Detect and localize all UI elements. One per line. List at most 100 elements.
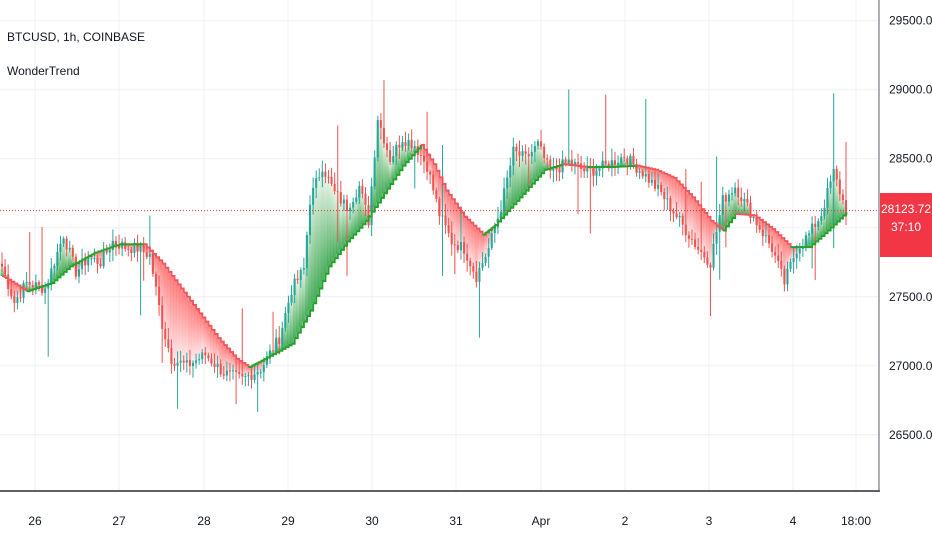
candle-body xyxy=(38,282,40,284)
trend-segment xyxy=(104,248,107,249)
candle-body xyxy=(140,245,142,251)
trend-fill-bar xyxy=(296,280,299,333)
candle-body xyxy=(731,193,733,194)
candle-body xyxy=(324,172,326,177)
candle-body xyxy=(377,120,379,157)
candle-body xyxy=(448,225,450,233)
candle-body xyxy=(35,282,37,287)
y-tick-29500: 29500.00 xyxy=(889,14,932,28)
candle-body xyxy=(315,178,317,188)
indicator-label[interactable]: WonderTrend xyxy=(7,64,145,79)
candle-body xyxy=(753,217,755,218)
trend-segment xyxy=(637,166,640,167)
candle-body xyxy=(700,250,702,252)
candle-body xyxy=(405,142,407,146)
x-tick-18:00: 18:00 xyxy=(841,514,871,528)
candle-body xyxy=(232,370,234,371)
trend-fill-bar xyxy=(185,297,188,360)
trend-fill-bar xyxy=(176,284,179,362)
candles xyxy=(1,80,847,412)
candle-body xyxy=(241,374,243,377)
candle-body xyxy=(334,184,336,191)
candle-body xyxy=(716,232,718,244)
candle-body xyxy=(149,254,151,257)
candle-body xyxy=(340,192,342,203)
candle-body xyxy=(746,199,748,203)
x-tick-2: 2 xyxy=(622,514,629,528)
trend-fill-bar xyxy=(382,143,385,193)
candle-body xyxy=(207,355,209,358)
candle-body xyxy=(531,152,533,156)
candle-body xyxy=(648,174,650,183)
candle-body xyxy=(198,359,200,360)
candle-body xyxy=(478,268,480,282)
candle-body xyxy=(423,156,425,162)
candle-body xyxy=(691,239,693,240)
candle-body xyxy=(617,163,619,165)
candle-body xyxy=(485,257,487,263)
trend-fill-bar xyxy=(709,221,712,268)
candle-body xyxy=(669,198,671,211)
candle-body xyxy=(506,177,508,188)
candle-body xyxy=(823,208,825,216)
trend-fill-bar xyxy=(195,309,198,360)
x-tick-28: 28 xyxy=(197,514,211,528)
candle-body xyxy=(706,257,708,264)
candle-body xyxy=(272,350,274,351)
candle-body xyxy=(512,147,514,166)
candle-body xyxy=(260,372,262,373)
candle-body xyxy=(60,244,62,252)
candle-body xyxy=(528,154,530,156)
last-price-value: 28123.72 xyxy=(880,202,932,216)
candle-body xyxy=(451,233,453,245)
candle-body xyxy=(780,261,782,269)
candle-body xyxy=(518,151,520,155)
candle-body xyxy=(96,258,98,264)
candle-body xyxy=(192,363,194,366)
candle-body xyxy=(725,195,727,201)
candle-body xyxy=(728,194,730,201)
candle-body xyxy=(358,186,360,198)
candle-body xyxy=(374,157,376,186)
candle-body xyxy=(352,202,354,208)
trend-segment xyxy=(30,289,33,290)
trend-segment xyxy=(649,168,652,169)
candle-body xyxy=(183,361,185,363)
candle-body xyxy=(827,188,829,208)
candle-body xyxy=(534,146,536,152)
candle-body xyxy=(69,248,71,250)
candle-body xyxy=(13,296,15,302)
candle-body xyxy=(786,269,788,285)
candle-body xyxy=(472,266,474,271)
candle-body xyxy=(777,255,779,260)
candle-body xyxy=(438,199,440,216)
candle-body xyxy=(195,360,197,363)
trend-fill-bar xyxy=(484,232,487,257)
trend-fill-bar xyxy=(321,172,324,282)
y-tick-29000: 29000.00 xyxy=(889,83,932,97)
y-tick-28500: 28500.00 xyxy=(889,152,932,166)
candle-body xyxy=(830,181,832,188)
symbol-label[interactable]: BTCUSD, 1h, COINBASE xyxy=(7,30,145,45)
candle-body xyxy=(688,235,690,239)
candle-body xyxy=(817,221,819,227)
trend-fill-bar xyxy=(327,177,330,267)
candle-body xyxy=(368,205,370,225)
candle-body xyxy=(592,169,594,176)
candle-body xyxy=(509,166,511,178)
candle-body xyxy=(435,190,437,199)
trend-segment xyxy=(547,168,550,169)
candle-body xyxy=(793,258,795,262)
trend-segment xyxy=(101,249,104,250)
candle-body xyxy=(651,180,653,183)
trend-segment xyxy=(5,278,8,280)
candle-body xyxy=(328,177,330,178)
candle-body xyxy=(540,141,542,146)
candle-body xyxy=(343,199,345,203)
candle-body xyxy=(414,146,416,148)
candle-body xyxy=(429,172,431,175)
candle-body xyxy=(309,205,311,235)
candle-body xyxy=(839,180,841,195)
trend-segment xyxy=(553,166,556,167)
candle-body xyxy=(774,252,776,256)
